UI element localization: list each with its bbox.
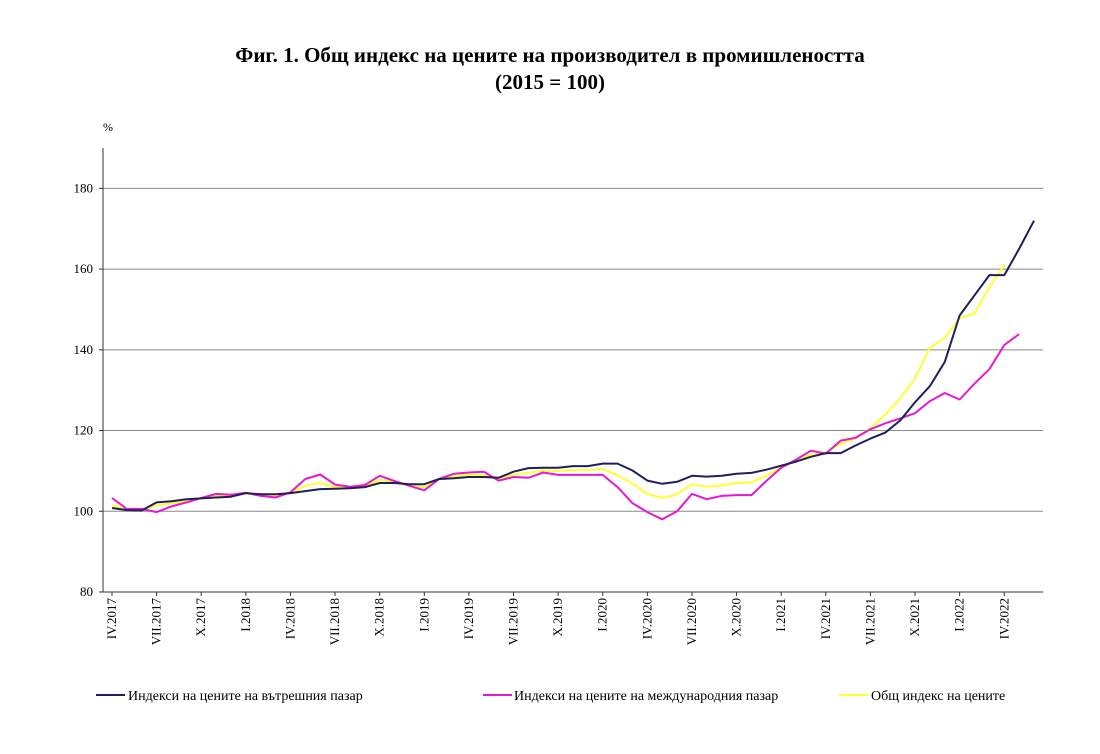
legend: Индекси на цените на вътрешния пазар Инд… [96,689,1005,704]
y-tick-label-100: 100 [74,503,94,518]
x-tick-label-11: I.2020 [595,598,610,632]
x-tick-label-3: I.2018 [238,598,253,632]
x-tick-label-0: IV.2017 [104,598,119,640]
x-tick-label-17: VII.2021 [862,598,877,645]
x-tick-label-7: I.2019 [416,598,431,632]
x-tick-label-1: VII.2017 [149,598,164,646]
x-tick-label-12: IV.2020 [639,598,654,639]
gridlines [103,187,1043,512]
y-tick-label-120: 120 [74,423,94,438]
x-tick-label-15: I.2021 [773,598,788,632]
series-line-1 [111,333,1020,521]
x-tick-label-8: IV.2019 [461,598,476,639]
x-tick-label-2: X.2017 [193,598,208,637]
y-axis-unit-label: % [103,120,113,134]
x-tick-label-9: VII.2019 [506,598,521,645]
x-tick-label-5: VII.2018 [327,598,342,645]
y-tick-label-180: 180 [74,180,94,195]
x-tick-label-20: IV.2022 [996,598,1011,639]
legend-label-total: Общ индекс на цените [871,689,1005,704]
legend-label-domestic: Индекси на цените на вътрешния пазар [128,689,363,704]
y-axis-ticks: 80 100 120 140 160 180 [74,180,103,599]
x-tick-label-14: X.2020 [729,598,744,637]
x-axis-ticks: IV.2017 VII.2017 X.2017 I.2018 IV.2018 VII.20… [104,592,1011,645]
y-tick-label-160: 160 [74,261,94,276]
legend-label-international: Индекси на цените на международния пазар [514,689,778,704]
chart-subtitle: (2015 = 100) [495,70,605,94]
series-line-0 [111,220,1035,512]
x-tick-label-18: X.2021 [907,598,922,637]
y-tick-label-140: 140 [74,342,94,357]
series-lines [111,220,1035,521]
y-tick-label-80: 80 [80,584,93,599]
series-line-2 [111,264,1006,512]
x-tick-label-16: IV.2021 [818,598,833,639]
x-tick-label-6: X.2018 [372,598,387,637]
x-tick-label-4: IV.2018 [282,598,297,639]
chart-title: Фиг. 1. Общ индекс на цените на производ… [235,43,865,67]
chart-title-block: Фиг. 1. Общ индекс на цените на производ… [0,42,1100,96]
x-tick-label-10: X.2019 [550,598,565,637]
x-tick-label-13: VII.2020 [684,598,699,645]
x-tick-label-19: I.2022 [952,598,967,632]
